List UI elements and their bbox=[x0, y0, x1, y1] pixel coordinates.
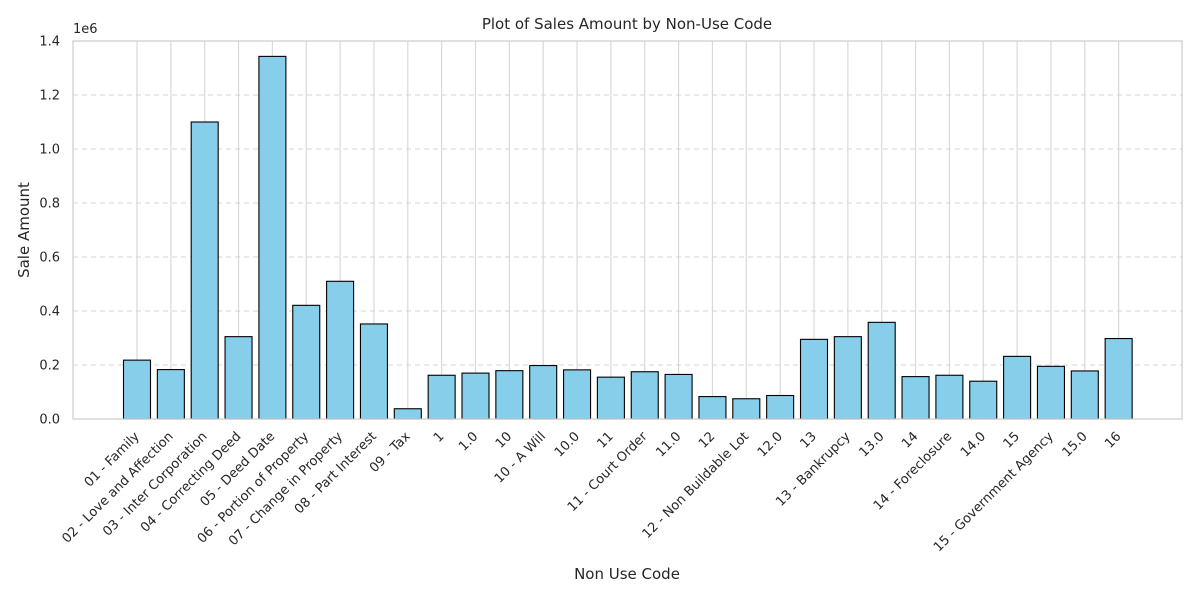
x-tick-label: 12 bbox=[696, 429, 718, 451]
x-tick-label: 11 bbox=[594, 429, 616, 451]
bar bbox=[1003, 355, 1032, 420]
x-tick-label: 13 bbox=[798, 429, 820, 451]
y-tick-label: 1.0 bbox=[39, 143, 60, 158]
bar bbox=[833, 336, 862, 420]
y-tick-label: 0.8 bbox=[39, 197, 60, 212]
bar bbox=[799, 338, 829, 420]
y-tick-label: 0.0 bbox=[39, 413, 60, 428]
x-tick-label: 1 bbox=[431, 429, 447, 445]
x-tick-label: 13.0 bbox=[856, 429, 887, 460]
bar bbox=[664, 373, 693, 420]
bar bbox=[461, 372, 490, 420]
bar bbox=[1104, 337, 1133, 420]
plot-area-frame bbox=[72, 40, 1183, 420]
bar bbox=[359, 323, 389, 420]
x-tick-label: 11.0 bbox=[653, 429, 684, 460]
bar bbox=[529, 364, 558, 420]
bar bbox=[292, 304, 321, 420]
bar bbox=[224, 336, 253, 420]
bar bbox=[562, 369, 592, 420]
bar bbox=[427, 374, 456, 420]
y-tick-label: 0.6 bbox=[39, 251, 60, 266]
bar bbox=[630, 371, 659, 420]
y-axis-exponent-label: 1e6 bbox=[73, 22, 98, 37]
bar bbox=[596, 376, 625, 420]
x-tick-label: 15.0 bbox=[1060, 429, 1091, 460]
bar bbox=[190, 121, 219, 420]
bar bbox=[901, 376, 930, 420]
y-tick-label: 0.2 bbox=[39, 359, 60, 374]
y-tick-labels: 0.0 0.2 0.4 0.6 0.8 1.0 1.2 1.4 bbox=[39, 35, 60, 428]
bars bbox=[122, 55, 1133, 420]
bar bbox=[1070, 370, 1099, 420]
y-tick-label: 0.4 bbox=[39, 305, 60, 320]
y-tick-label: 1.2 bbox=[39, 89, 60, 104]
x-tick-label: 15 bbox=[1001, 429, 1023, 451]
bar bbox=[766, 394, 795, 420]
x-axis-label: Non Use Code bbox=[574, 565, 680, 583]
bar bbox=[495, 370, 524, 420]
bar bbox=[393, 408, 422, 420]
bar bbox=[935, 374, 964, 420]
x-tick-label: 1.0 bbox=[456, 429, 481, 454]
bar bbox=[1036, 365, 1065, 420]
y-tick-label: 1.4 bbox=[39, 35, 60, 50]
x-tick-label: 10 bbox=[493, 429, 515, 451]
bar bbox=[969, 380, 998, 420]
bar bbox=[698, 396, 727, 420]
x-tick-label: 15 - Government Agency bbox=[931, 429, 1057, 555]
bar bbox=[258, 55, 287, 420]
x-tick-label: 12.0 bbox=[755, 429, 786, 460]
bar bbox=[732, 398, 761, 420]
chart-title: Plot of Sales Amount by Non-Use Code bbox=[482, 15, 772, 33]
x-tick-label: 14 bbox=[899, 429, 921, 451]
y-axis-label: Sale Amount bbox=[15, 182, 33, 278]
x-tick-label: 16 bbox=[1102, 429, 1124, 451]
x-tick-label: 10.0 bbox=[552, 429, 583, 460]
bar bbox=[122, 359, 152, 420]
bar bbox=[156, 369, 185, 420]
bar bbox=[326, 280, 355, 420]
bar bbox=[867, 321, 896, 420]
x-tick-label: 14.0 bbox=[958, 429, 989, 460]
